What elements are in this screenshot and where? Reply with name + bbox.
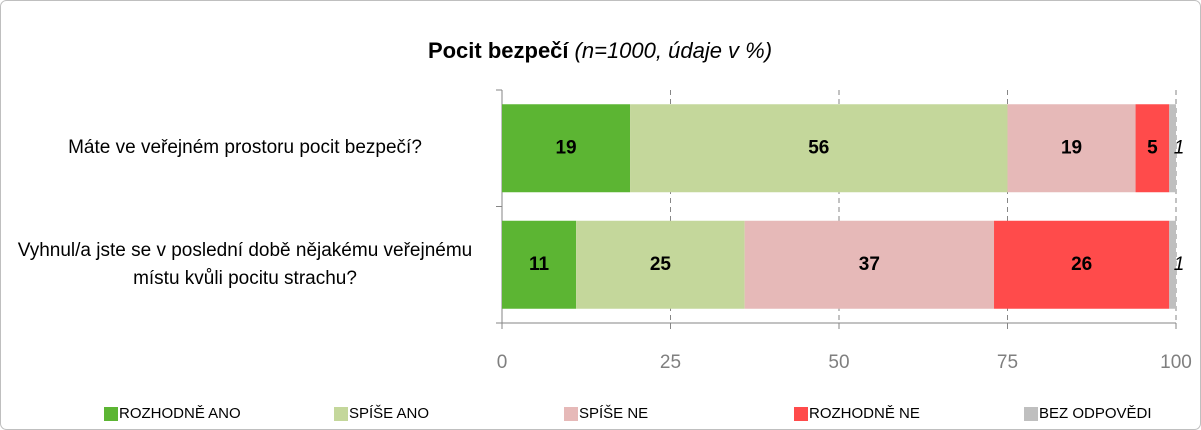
legend-label: SPÍŠE ANO — [349, 405, 429, 422]
x-tick-label: 100 — [1160, 352, 1192, 373]
data-label: 56 — [808, 137, 829, 158]
legend-label: ROZHODNĚ NE — [809, 405, 920, 422]
bar-segment — [1007, 104, 1136, 193]
legend-label: SPÍŠE NE — [579, 405, 648, 422]
x-tick-label: 50 — [828, 352, 849, 373]
x-tick-label: 25 — [660, 352, 681, 373]
data-label: 1 — [1174, 137, 1185, 158]
bar-segment — [502, 104, 631, 193]
y-tick-label: Máte ve veřejném prostoru pocit bezpečí? — [68, 137, 422, 159]
bar-segment — [1169, 220, 1176, 309]
bar-segment — [1135, 104, 1170, 193]
data-label: 26 — [1071, 254, 1092, 275]
legend-label: BEZ ODPOVĚDI — [1039, 405, 1152, 422]
bar-segment — [744, 220, 995, 309]
legend-swatch — [794, 407, 808, 421]
data-label: 5 — [1147, 137, 1158, 158]
x-tick-label: 0 — [497, 352, 508, 373]
legend-swatch — [334, 407, 348, 421]
bar-segment — [1169, 104, 1176, 193]
chart-title: Pocit bezpečí — [428, 38, 569, 63]
data-label: 19 — [1061, 137, 1082, 158]
legend-label: ROZHODNĚ ANO — [119, 405, 241, 422]
legend-swatch — [1024, 407, 1038, 421]
data-label: 11 — [529, 254, 550, 275]
bar-segment — [502, 220, 577, 309]
chart-title-group: Pocit bezpečí (n=1000, údaje v %) — [428, 38, 772, 63]
bar-segment — [576, 220, 745, 309]
chart-subtitle: (n=1000, údaje v %) — [575, 38, 773, 63]
data-label: 25 — [650, 254, 672, 275]
data-label: 1 — [1174, 254, 1185, 275]
legend-swatch — [104, 407, 118, 421]
data-label: 19 — [555, 137, 576, 158]
data-label: 37 — [859, 254, 880, 275]
y-tick-label: Vyhnul/a jste se v poslední době nějakém… — [17, 239, 473, 289]
bar-segment — [630, 104, 1008, 193]
bar-segment — [994, 220, 1170, 309]
x-tick-label: 75 — [997, 352, 1018, 373]
legend-swatch — [564, 407, 578, 421]
